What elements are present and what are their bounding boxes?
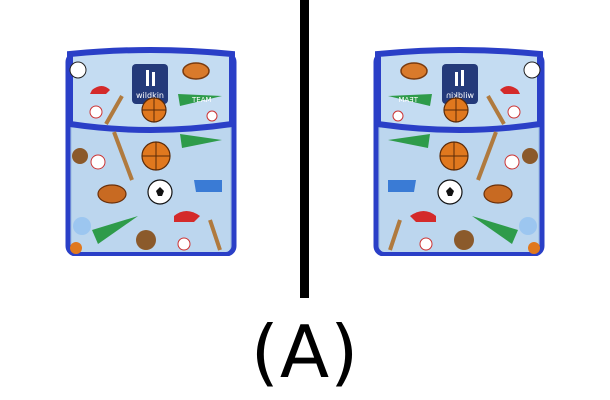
- lunch-bag-image-left: [62, 44, 238, 256]
- option-caption: (A): [250, 310, 360, 394]
- lunch-bag-image-right: [372, 44, 548, 256]
- vertical-divider: [300, 0, 309, 298]
